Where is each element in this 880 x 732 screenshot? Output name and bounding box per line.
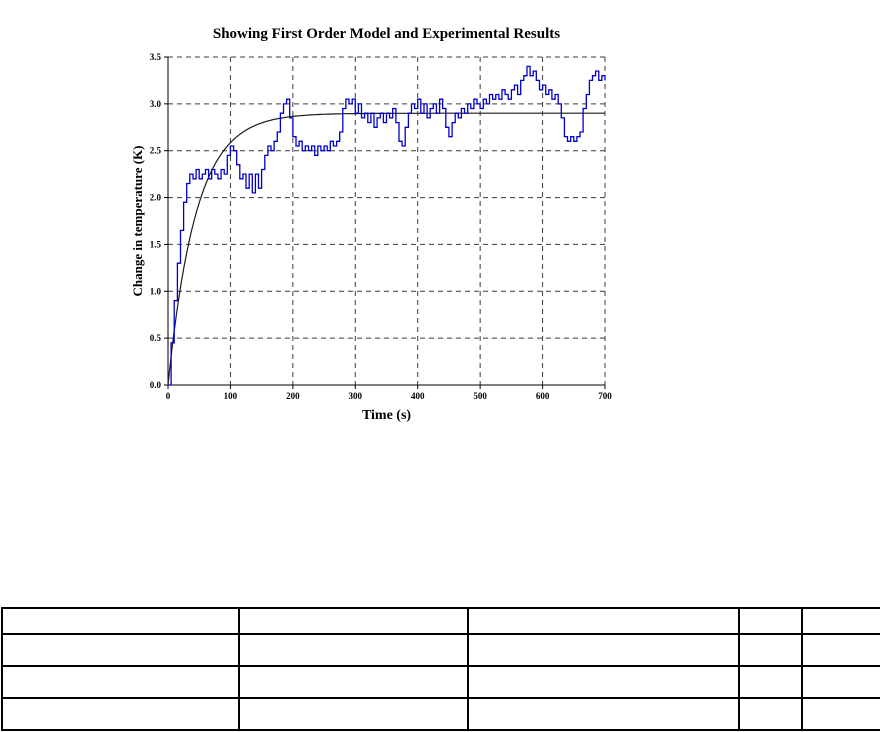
table-cell[interactable] xyxy=(238,697,469,731)
svg-text:2.0: 2.0 xyxy=(150,193,162,203)
chart: 0 100 200 300 400 500 600 700 0.0 0.5 1.0 1.5 2.0 2.5… xyxy=(130,26,613,423)
svg-text:400: 400 xyxy=(411,391,425,401)
table-cell[interactable] xyxy=(467,697,740,731)
table-cell[interactable] xyxy=(801,607,880,635)
svg-text:3.5: 3.5 xyxy=(150,52,162,62)
svg-text:100: 100 xyxy=(224,391,238,401)
table-cell[interactable] xyxy=(467,665,740,699)
svg-text:0.5: 0.5 xyxy=(150,333,162,343)
svg-text:200: 200 xyxy=(286,391,300,401)
table-cell[interactable] xyxy=(1,697,240,731)
table-cell[interactable] xyxy=(738,633,803,667)
table-cell[interactable] xyxy=(801,697,880,731)
table-cell[interactable] xyxy=(238,607,469,635)
svg-text:1.0: 1.0 xyxy=(150,286,162,296)
plot-area: 0 100 200 300 400 500 600 700 0.0 0.5 1.0 1.5 2.0 2.5… xyxy=(150,52,613,401)
chart-title: Showing First Order Model and Experiment… xyxy=(212,26,561,42)
table-cell[interactable] xyxy=(738,607,803,635)
table-row xyxy=(1,697,880,731)
table-cell[interactable] xyxy=(738,697,803,731)
table-cell[interactable] xyxy=(801,633,880,667)
svg-text:600: 600 xyxy=(536,391,550,401)
svg-text:300: 300 xyxy=(349,391,363,401)
table-row xyxy=(1,665,880,699)
svg-text:2.5: 2.5 xyxy=(150,146,162,156)
svg-text:0.0: 0.0 xyxy=(150,380,162,390)
y-axis-label: Change in temperature (K) xyxy=(130,145,145,297)
x-axis-label: Time (s) xyxy=(361,408,412,423)
table-cell[interactable] xyxy=(1,633,240,667)
table-cell[interactable] xyxy=(738,665,803,699)
svg-text:700: 700 xyxy=(598,391,612,401)
svg-text:500: 500 xyxy=(473,391,487,401)
svg-text:3.0: 3.0 xyxy=(150,99,162,109)
table-row xyxy=(1,633,880,667)
svg-text:1.5: 1.5 xyxy=(150,239,162,249)
table-cell[interactable] xyxy=(238,665,469,699)
table-row xyxy=(1,607,880,635)
data-table xyxy=(1,607,880,731)
table-cell[interactable] xyxy=(467,633,740,667)
table-cell[interactable] xyxy=(801,665,880,699)
table-cell[interactable] xyxy=(238,633,469,667)
table-cell[interactable] xyxy=(467,607,740,635)
table-cell[interactable] xyxy=(1,607,240,635)
svg-text:0: 0 xyxy=(166,391,171,401)
table-cell[interactable] xyxy=(1,665,240,699)
